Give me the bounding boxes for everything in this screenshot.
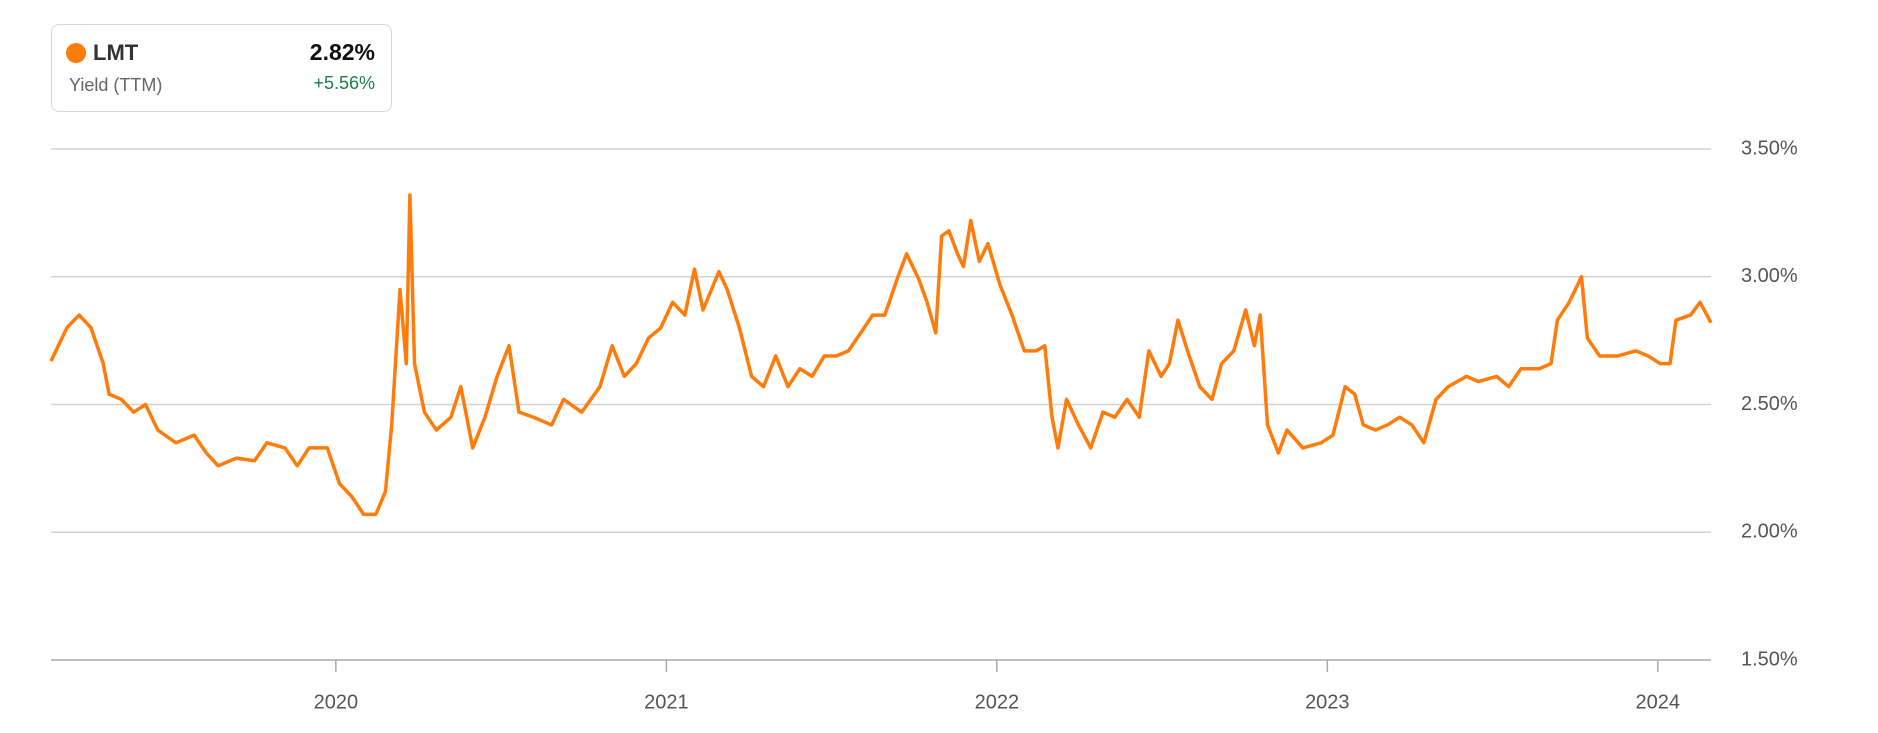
- change-value: +5.56%: [313, 73, 375, 93]
- y-tick-label: 3.00%: [1741, 265, 1798, 287]
- last-value: 2.82%: [309, 39, 375, 65]
- x-tick-label: 2021: [644, 691, 689, 713]
- x-tick-label: 2022: [975, 691, 1020, 713]
- legend-label: LMT: [93, 40, 139, 65]
- y-tick-label: 2.00%: [1741, 521, 1798, 543]
- y-tick-label: 1.50%: [1741, 648, 1798, 670]
- y-tick-label: 3.50%: [1741, 137, 1798, 159]
- y-tick-label: 2.50%: [1741, 393, 1798, 415]
- legend-swatch: [66, 43, 86, 63]
- legend: LMT Yield (TTM) 2.82% +5.56%: [51, 24, 392, 112]
- x-tick-label: 2020: [314, 691, 359, 713]
- metric-label: Yield (TTM): [69, 75, 163, 95]
- x-tick-label: 2024: [1636, 691, 1681, 713]
- line: [49, 193, 1713, 517]
- x-tick-label: 2023: [1305, 691, 1350, 713]
